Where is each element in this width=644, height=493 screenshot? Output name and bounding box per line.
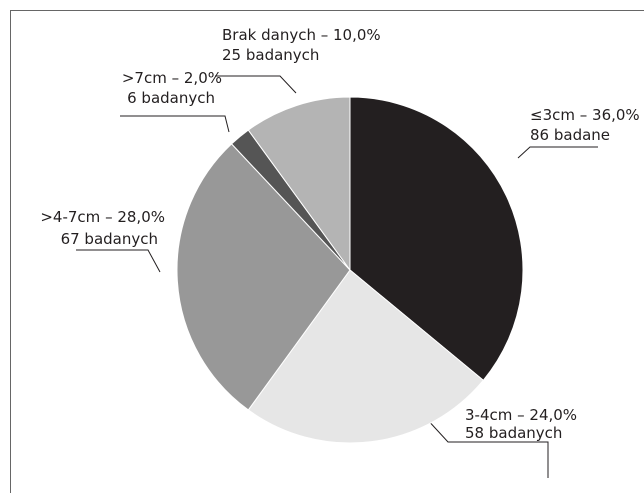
slice-percent: – 24,0% (517, 406, 577, 424)
frame (10, 10, 644, 493)
slice-count: 67 badanych (61, 230, 158, 248)
pie-slice (247, 269, 485, 444)
slice-category: 3-4cm (465, 406, 512, 424)
pie-slice (176, 143, 351, 411)
slice-label: ≤3cm – 36,0% (530, 106, 640, 124)
pie-slice (247, 96, 351, 272)
slice-percent: – 10,0% (321, 26, 381, 44)
slice-count: 86 badane (530, 126, 610, 144)
leader-lines (76, 75, 598, 478)
slice-label: Brak danych – 10,0% (222, 26, 381, 44)
slice-percent: – 2,0% (172, 69, 222, 87)
slice-count: 58 badanych (465, 424, 562, 442)
slice-label: 3-4cm – 24,0% (465, 406, 577, 424)
slice-label: >7cm – 2,0% (122, 69, 222, 87)
slice-percent: – 28,0% (105, 208, 165, 226)
slice-category: >4-7cm (40, 208, 100, 226)
slice-category: Brak danych (222, 26, 316, 44)
slice-count: 25 badanych (222, 46, 319, 64)
slice-category: >7cm (122, 69, 167, 87)
slice-count: 6 badanych (127, 89, 215, 107)
slice-label: >4-7cm – 28,0% (40, 208, 165, 226)
pie-slice (349, 96, 524, 381)
slice-category: ≤3cm (530, 106, 575, 124)
slice-percent: – 36,0% (580, 106, 640, 124)
